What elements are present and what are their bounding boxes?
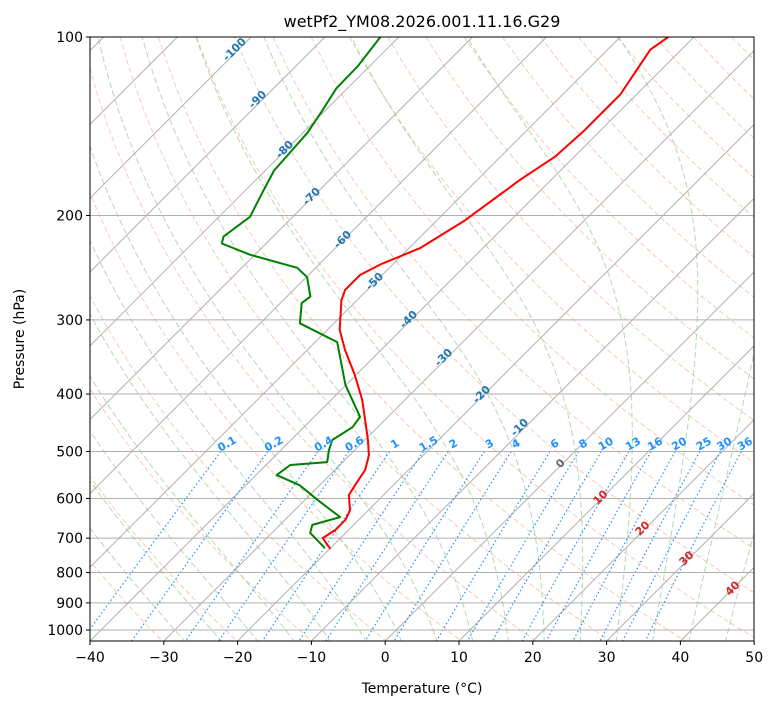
y-tick-label: 100 (56, 30, 83, 46)
x-tick-label: 20 (524, 650, 542, 666)
x-tick-label: 0 (381, 650, 390, 666)
y-tick-label: 200 (56, 209, 83, 225)
x-axis-label: Temperature (°C) (361, 681, 483, 697)
x-tick-label: −20 (223, 650, 253, 666)
y-tick-label: 400 (56, 387, 83, 403)
y-tick-label: 700 (56, 531, 83, 547)
x-tick-label: 40 (671, 650, 689, 666)
chart-title: wetPf2_YM08.2026.001.11.16.G29 (284, 12, 561, 32)
x-tick-label: 50 (745, 650, 763, 666)
y-tick-label: 500 (56, 444, 83, 460)
y-tick-label: 300 (56, 313, 83, 329)
y-tick-label: 900 (56, 596, 83, 612)
x-tick-label: −30 (149, 650, 179, 666)
y-axis-label: Pressure (hPa) (12, 289, 28, 389)
x-tick-label: 10 (450, 650, 468, 666)
y-tick-label: 800 (56, 566, 83, 582)
y-tick-label: 600 (56, 491, 83, 507)
y-tick-label: 1000 (47, 623, 83, 639)
x-tick-label: −10 (297, 650, 327, 666)
x-tick-label: −40 (75, 650, 105, 666)
x-tick-label: 30 (598, 650, 616, 666)
